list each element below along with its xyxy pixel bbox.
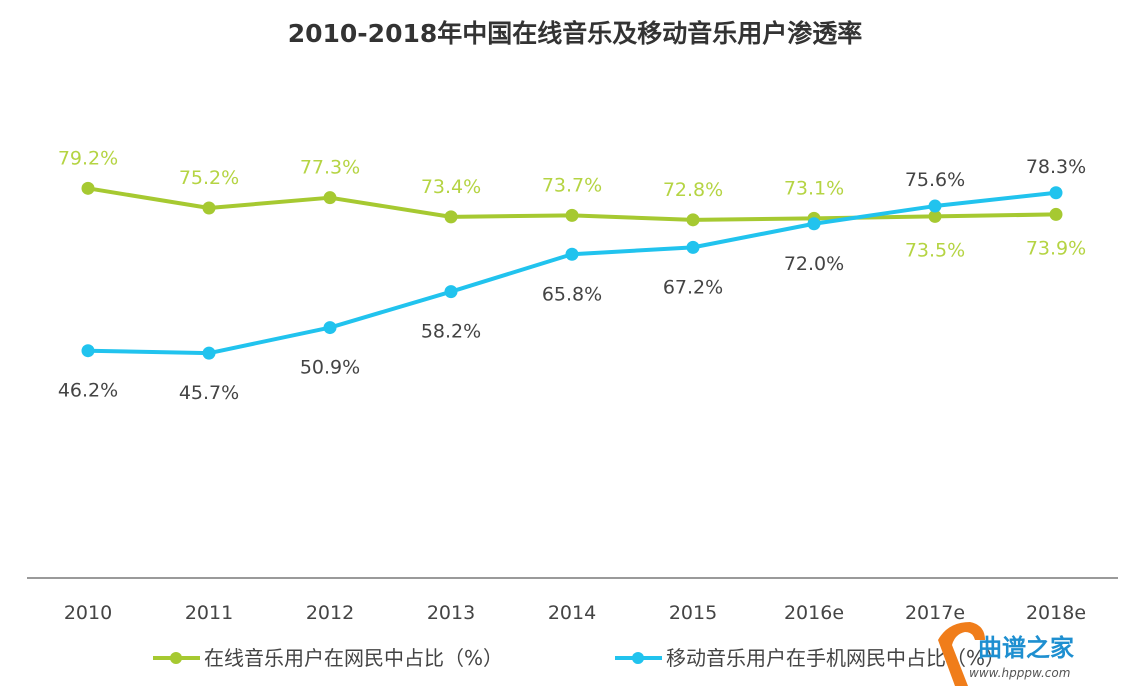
data-label: 72.0% <box>784 253 844 275</box>
data-point[interactable] <box>1049 186 1063 200</box>
data-point[interactable] <box>807 217 821 231</box>
data-label: 45.7% <box>179 382 239 404</box>
data-label: 75.6% <box>905 169 965 191</box>
x-tick-label: 2014 <box>548 602 596 624</box>
data-point[interactable] <box>202 346 216 360</box>
data-point[interactable] <box>565 247 579 261</box>
data-label: 67.2% <box>663 276 723 298</box>
data-point[interactable] <box>81 344 95 358</box>
data-point[interactable] <box>686 240 700 254</box>
watermark-name: 曲谱之家 <box>978 634 1074 662</box>
data-label: 79.2% <box>58 147 118 169</box>
x-tick-label: 2015 <box>669 602 717 624</box>
legend: 在线音乐用户在网民中占比（%） 移动音乐用户在手机网民中占比（%） <box>153 646 1005 670</box>
data-label: 46.2% <box>58 380 118 402</box>
data-label: 73.5% <box>905 239 965 261</box>
data-label: 72.8% <box>663 179 723 201</box>
data-label: 75.2% <box>179 167 239 189</box>
data-point[interactable] <box>323 321 337 335</box>
data-point[interactable] <box>686 213 700 227</box>
x-tick-label: 2016e <box>784 602 844 624</box>
data-label: 65.8% <box>542 283 602 305</box>
x-tick-label: 2013 <box>427 602 475 624</box>
x-tick-label: 2011 <box>185 602 233 624</box>
data-label: 73.1% <box>784 177 844 199</box>
data-label: 73.4% <box>421 176 481 198</box>
data-label: 77.3% <box>300 157 360 179</box>
legend-marker-mobile <box>632 652 644 664</box>
data-point[interactable] <box>565 208 579 222</box>
data-label: 73.9% <box>1026 237 1086 259</box>
data-label: 73.7% <box>542 174 602 196</box>
chart-title: 2010-2018年中国在线音乐及移动音乐用户渗透率 <box>288 19 863 48</box>
data-labels: 79.2% 75.2% 77.3% 73.4% 73.7% 72.8% 73.1% 73.5%… <box>58 147 1086 404</box>
data-label: 78.3% <box>1026 156 1086 178</box>
data-point[interactable] <box>323 191 337 205</box>
legend-label-online: 在线音乐用户在网民中占比（%） <box>204 646 503 670</box>
series-layer <box>81 181 1063 360</box>
x-tick-label: 2017e <box>905 602 965 624</box>
data-point[interactable] <box>444 285 458 299</box>
data-point[interactable] <box>444 210 458 224</box>
watermark-logo: 曲谱之家 www.hpppw.com <box>938 622 1074 686</box>
legend-item-online[interactable]: 在线音乐用户在网民中占比（%） <box>153 646 503 670</box>
data-point[interactable] <box>928 199 942 213</box>
data-point[interactable] <box>1049 207 1063 221</box>
data-label: 58.2% <box>421 321 481 343</box>
x-tick-label: 2012 <box>306 602 354 624</box>
watermark-url: www.hpppw.com <box>969 666 1070 680</box>
data-point[interactable] <box>928 209 942 223</box>
data-point[interactable] <box>202 201 216 215</box>
legend-marker-online <box>170 652 182 664</box>
x-tick-label: 2018e <box>1026 602 1086 624</box>
x-axis-ticks: 2010 2011 2012 2013 2014 2015 2016e 2017e 2018e <box>64 602 1086 624</box>
data-label: 50.9% <box>300 357 360 379</box>
data-point[interactable] <box>81 181 95 195</box>
x-tick-label: 2010 <box>64 602 112 624</box>
watermark-p-icon <box>938 622 985 686</box>
